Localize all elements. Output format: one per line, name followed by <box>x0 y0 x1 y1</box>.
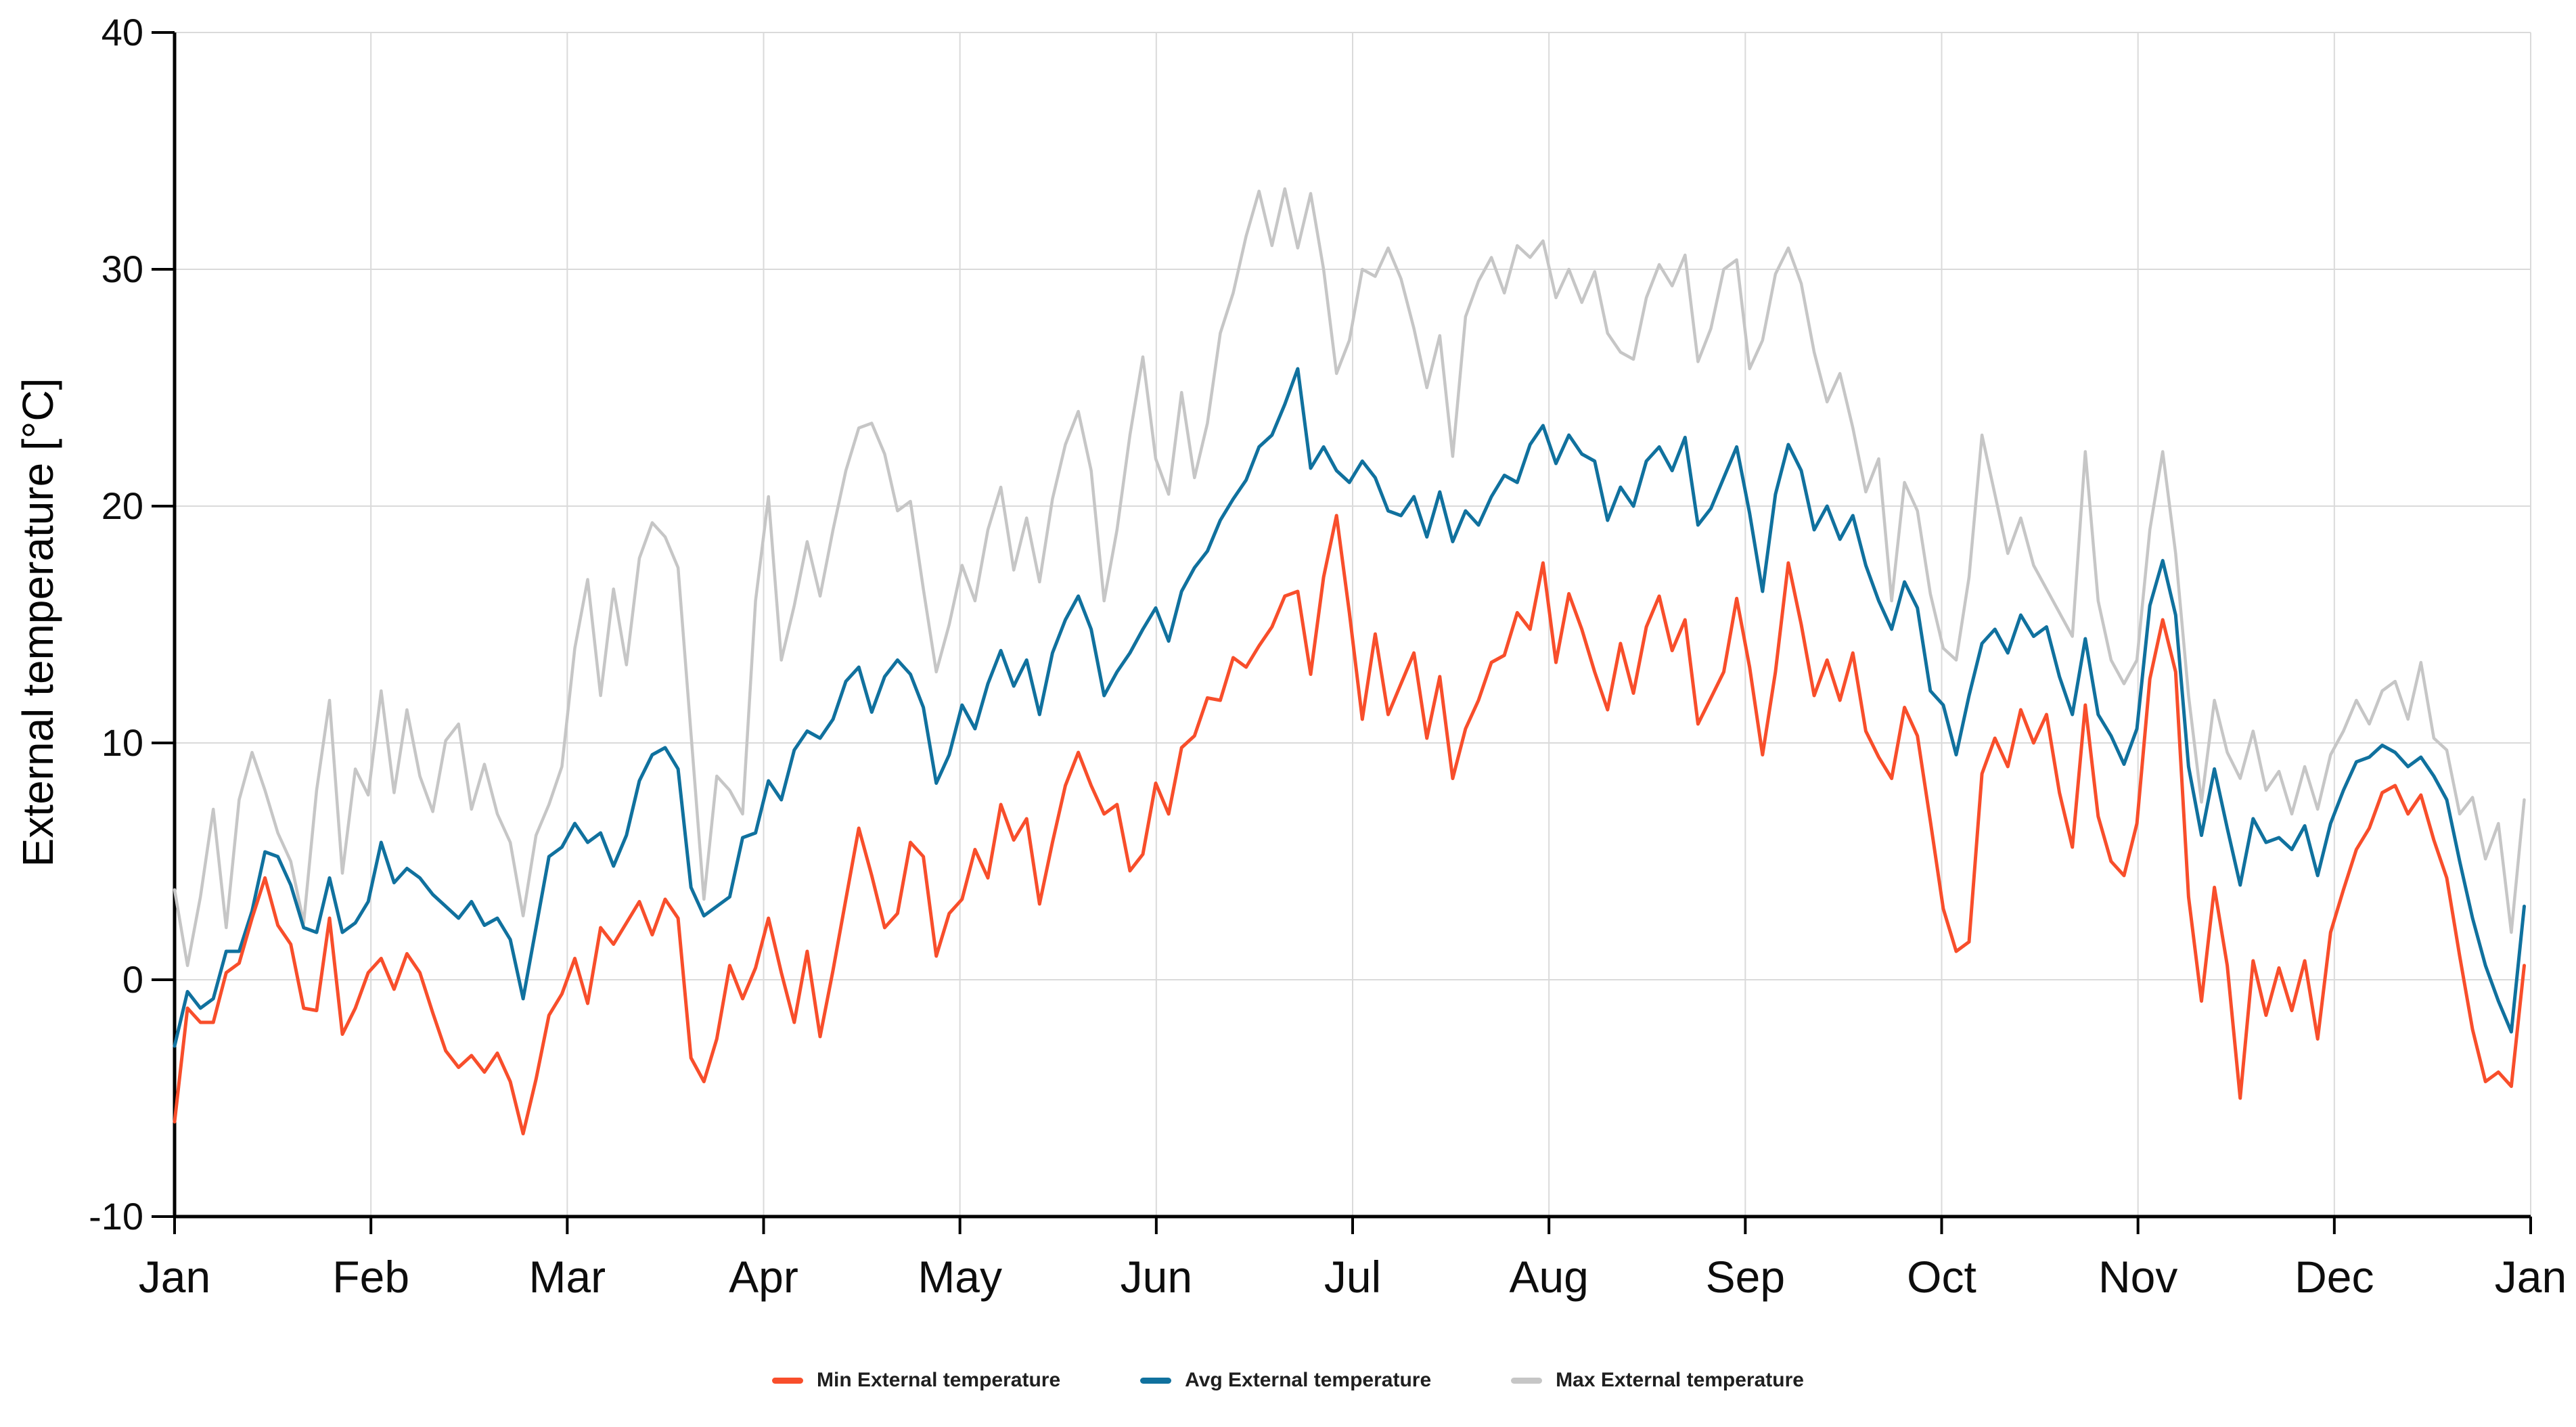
x-tick-label: Feb <box>332 1252 409 1302</box>
y-tick-label: 40 <box>101 11 143 53</box>
legend-label: Max External temperature <box>1556 1369 1804 1391</box>
x-tick-label: Aug <box>1509 1252 1588 1302</box>
series-line-max <box>173 187 2526 968</box>
x-tick-label: Mar <box>528 1252 606 1302</box>
legend-swatch <box>1140 1377 1172 1384</box>
series-line-min <box>173 514 2526 1135</box>
x-tick-label: May <box>918 1252 1002 1302</box>
y-tick-label: 20 <box>101 484 143 527</box>
x-tick-label: Jan <box>2495 1252 2567 1302</box>
series-line-avg <box>173 367 2526 1048</box>
y-tick-label: 0 <box>122 958 143 1001</box>
x-tick-label: Oct <box>1907 1252 1976 1302</box>
legend-label: Avg External temperature <box>1185 1369 1432 1391</box>
chart-legend: Min External temperature Avg External tem… <box>0 1360 2576 1401</box>
legend-item-min: Min External temperature <box>772 1369 1060 1392</box>
legend-swatch <box>772 1377 804 1384</box>
legend-swatch <box>1511 1377 1543 1384</box>
x-tick-label: Sep <box>1706 1252 1785 1302</box>
legend-item-max: Max External temperature <box>1511 1369 1804 1392</box>
x-tick-label: Jan <box>139 1252 210 1302</box>
x-tick-label: Apr <box>729 1252 798 1302</box>
legend-label: Min External temperature <box>817 1369 1061 1391</box>
y-tick-label: 30 <box>101 248 143 290</box>
y-tick-label: 10 <box>101 721 143 764</box>
x-tick-label: Jun <box>1121 1252 1192 1302</box>
y-axis-title: External temperature [°C] <box>14 378 62 867</box>
x-tick-label: Dec <box>2295 1252 2374 1302</box>
x-tick-label: Jul <box>1324 1252 1381 1302</box>
y-tick-label: -10 <box>89 1195 143 1238</box>
legend-item-avg: Avg External temperature <box>1140 1369 1431 1392</box>
x-tick-label: Nov <box>2098 1252 2177 1302</box>
